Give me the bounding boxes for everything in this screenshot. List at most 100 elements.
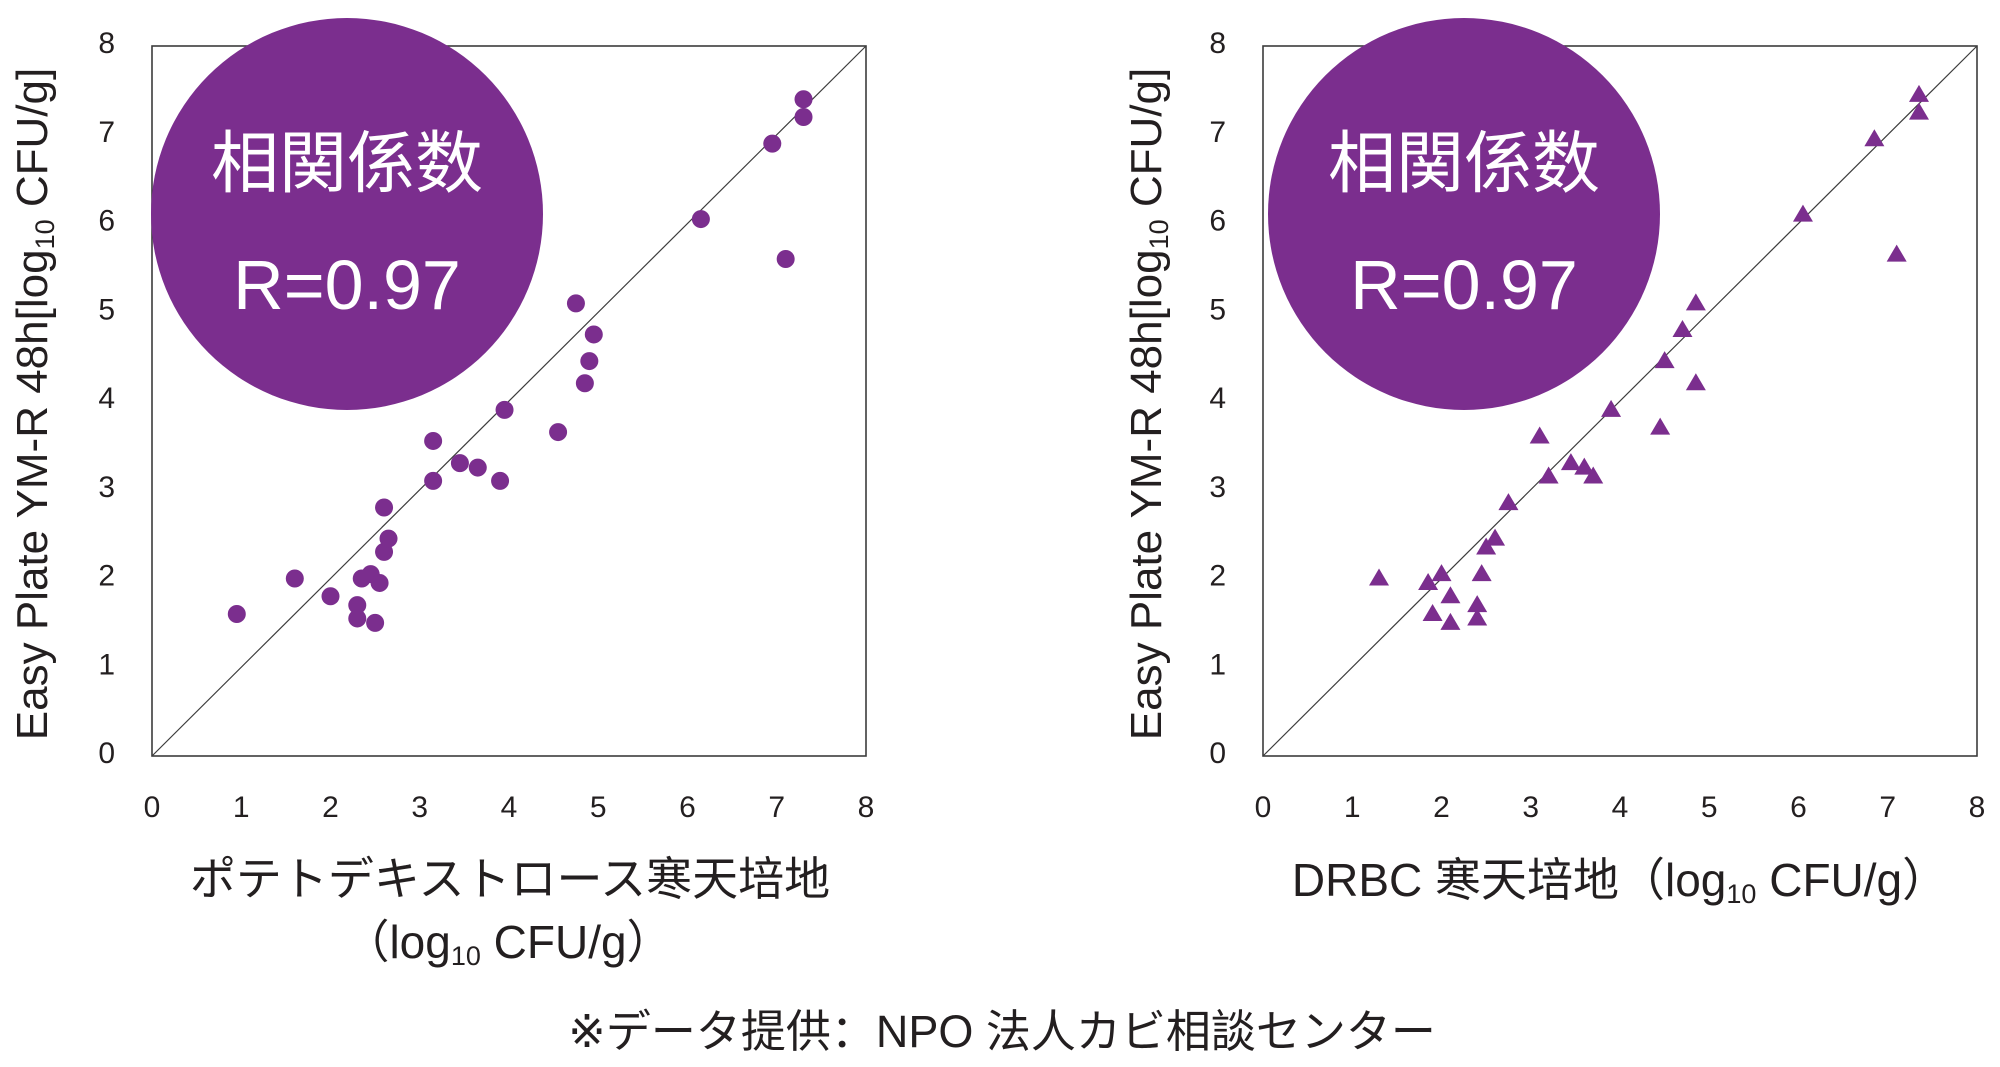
data-point-circle: [321, 587, 340, 606]
data-point-triangle: [1418, 572, 1439, 590]
y-tick-label: 2: [98, 560, 115, 593]
x-tick-label: 1: [1344, 791, 1361, 824]
data-points: [227, 90, 813, 632]
x-tick-labels: 0 1 2 3 4 5 6 7 8: [1255, 791, 1986, 824]
data-point-circle: [468, 458, 487, 477]
data-point-circle: [348, 596, 367, 615]
x-axis-title-text: DRBC 寒天培地（log: [1292, 854, 1727, 906]
data-point-circle: [495, 400, 514, 419]
y-axis-title: Easy Plate YM-R 48h[log10 CFU/g]: [8, 68, 60, 740]
plot-area: [1262, 45, 1978, 757]
x-tick-label: 8: [1969, 791, 1986, 824]
y-tick-label: 3: [1209, 471, 1226, 504]
y-tick-labels: 0 1 2 3 4 5 6 7 8: [98, 27, 115, 770]
x-tick-label: 0: [1255, 791, 1272, 824]
reference-line-layer: [1262, 45, 1978, 757]
data-point-triangle: [1886, 244, 1907, 262]
y-tick-label: 5: [1209, 293, 1226, 326]
x-tick-label: 2: [322, 791, 339, 824]
data-point-triangle: [1601, 399, 1622, 417]
y-axis-title-text: Easy Plate YM-R 48h[log: [1122, 249, 1171, 740]
x-tick-label: 4: [501, 791, 518, 824]
x-tick-label: 6: [679, 791, 696, 824]
y-tick-label: 3: [98, 471, 115, 504]
y-tick-label: 0: [98, 737, 115, 770]
data-point-circle: [227, 605, 246, 623]
data-point-circle: [348, 609, 367, 628]
x-tick-label: 3: [1522, 791, 1539, 824]
x-tick-label: 5: [1701, 791, 1718, 824]
x-tick-label: 7: [768, 791, 785, 824]
data-point-circle: [580, 352, 599, 371]
data-point-circle: [794, 90, 813, 109]
y-axis-title-text: Easy Plate YM-R 48h[log: [8, 249, 57, 740]
data-point-triangle: [1685, 293, 1706, 311]
data-point-circle: [763, 134, 782, 153]
y-axis-title-unit: CFU/g]: [8, 68, 57, 220]
x-tick-label: 1: [233, 791, 250, 824]
x-axis-title-text: （log: [343, 916, 450, 968]
x-axis-title-unit: CFU/g）: [1756, 854, 1948, 906]
correlation-badge-label: 相関係数: [211, 125, 483, 204]
data-point-triangle: [1467, 595, 1488, 613]
y-tick-label: 1: [1209, 648, 1226, 681]
y-tick-label: 8: [1209, 27, 1226, 60]
data-point-triangle: [1440, 586, 1461, 604]
data-point-triangle: [1908, 84, 1929, 102]
data-point-triangle: [1369, 568, 1390, 586]
data-point-triangle: [1476, 537, 1497, 555]
chart-potato-dextrose-agar: 0 1 2 3 4 5 6 7 8 0 1 2 3 4 5 6 7 8 相関係数 R=0.97 Easy Pla…: [8, 18, 874, 971]
y-tick-label: 7: [98, 116, 115, 149]
data-point-triangle: [1560, 453, 1581, 471]
y-tick-label: 6: [98, 205, 115, 238]
data-point-triangle: [1672, 320, 1693, 337]
x-tick-label: 3: [411, 791, 428, 824]
data-point-triangle: [1792, 204, 1813, 222]
data-source-note: ※データ提供：NPO 法人カビ相談センター: [568, 1006, 1436, 1057]
data-point-circle: [379, 529, 398, 548]
x-axis-title-unit: CFU/g）: [481, 916, 673, 968]
data-point-triangle: [1529, 426, 1550, 444]
data-point-triangle: [1498, 493, 1519, 511]
x-tick-labels: 0 1 2 3 4 5 6 7 8: [144, 791, 875, 824]
data-point-circle: [584, 325, 603, 344]
data-point-triangle: [1574, 457, 1595, 475]
x-tick-label: 5: [590, 791, 607, 824]
x-axis-title-subscript: 10: [451, 941, 481, 971]
reference-line: [1262, 45, 1978, 757]
y-tick-label: 0: [1209, 737, 1226, 770]
y-tick-label: 8: [98, 27, 115, 60]
y-tick-label: 1: [98, 648, 115, 681]
x-tick-label: 7: [1879, 791, 1896, 824]
y-tick-label: 2: [1209, 560, 1226, 593]
data-point-circle: [549, 423, 568, 442]
data-point-triangle: [1431, 564, 1452, 582]
reference-line: [151, 45, 867, 757]
data-point-circle: [375, 498, 394, 517]
data-point-triangle: [1650, 417, 1671, 435]
y-axis-title: Easy Plate YM-R 48h[log10 CFU/g]: [1122, 68, 1174, 740]
data-point-triangle: [1422, 604, 1443, 621]
y-tick-label: 4: [98, 382, 115, 415]
data-point-circle: [566, 294, 585, 313]
data-point-triangle: [1538, 466, 1559, 484]
correlation-badge: [1268, 18, 1660, 410]
data-point-circle: [575, 374, 594, 393]
correlation-badge: [151, 18, 543, 410]
chart-drbc-agar: 0 1 2 3 4 5 6 7 8 0 1 2 3 4 5 6 7 8 相関係数 R=0.97 Easy Pla…: [1122, 18, 1985, 909]
correlation-badge-label: 相関係数: [1328, 125, 1600, 204]
x-tick-label: 6: [1790, 791, 1807, 824]
y-tick-label: 4: [1209, 382, 1226, 415]
y-tick-label: 7: [1209, 116, 1226, 149]
data-point-circle: [285, 569, 304, 588]
data-point-circle: [691, 210, 710, 229]
data-point-triangle: [1685, 373, 1706, 391]
data-point-triangle: [1471, 564, 1492, 582]
data-point-circle: [370, 573, 389, 592]
data-point-circle: [450, 454, 469, 473]
x-axis-title-line-1: ポテトデキストロース寒天培地: [190, 853, 830, 905]
data-point-triangle: [1864, 129, 1885, 147]
data-point-triangle: [1908, 102, 1929, 120]
data-point-triangle: [1583, 466, 1604, 484]
